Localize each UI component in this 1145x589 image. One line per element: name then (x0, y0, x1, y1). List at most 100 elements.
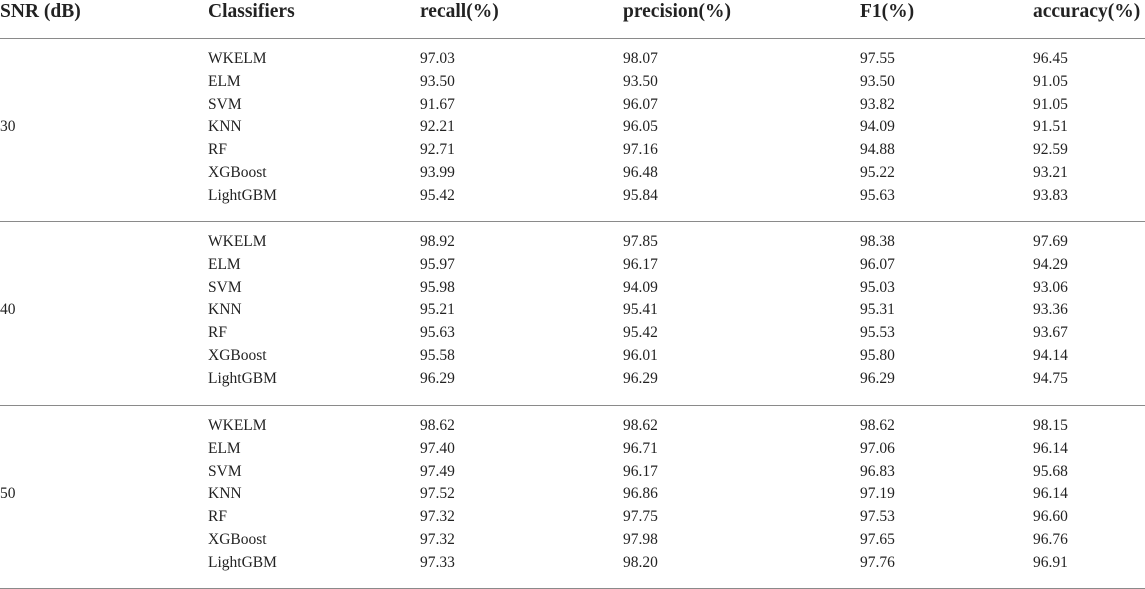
header-precision: precision(%) (623, 1, 731, 22)
accuracy-cell: 93.21 (1033, 164, 1068, 181)
classifier-cell: WKELM (208, 50, 267, 67)
recall-cell: 98.62 (420, 417, 455, 434)
header-f1: F1(%) (860, 1, 915, 22)
precision-cell: 96.71 (623, 439, 658, 457)
classifier-cell: XGBoost (208, 531, 267, 548)
classifier-cell: ELM (208, 439, 241, 457)
recall-cell: 93.50 (420, 72, 455, 90)
classifier-cell: XGBoost (208, 347, 267, 364)
accuracy-cell: 93.36 (1033, 301, 1068, 319)
classifier-cell: SVM (208, 278, 242, 296)
recall-cell: 97.33 (420, 553, 455, 571)
recall-cell: 98.92 (420, 233, 455, 250)
f1-cell: 97.76 (860, 553, 895, 571)
precision-cell: 96.48 (623, 164, 658, 181)
precision-cell: 95.41 (623, 301, 658, 319)
f1-cell: 93.82 (860, 95, 895, 113)
recall-cell: 97.03 (420, 50, 455, 67)
f1-cell: 93.50 (860, 72, 895, 90)
precision-cell: 98.62 (623, 417, 658, 434)
recall-cell: 97.40 (420, 439, 455, 457)
recall-cell: 95.58 (420, 347, 455, 364)
recall-cell: 96.29 (420, 369, 455, 387)
accuracy-cell: 91.51 (1033, 118, 1068, 136)
header-snr: SNR (dB) (0, 1, 81, 22)
f1-cell: 98.38 (860, 233, 895, 250)
recall-cell: 97.52 (420, 485, 455, 503)
header-recall: recall(%) (420, 1, 499, 22)
classifier-cell: XGBoost (208, 164, 267, 181)
accuracy-cell: 91.05 (1033, 95, 1068, 113)
precision-cell: 97.85 (623, 233, 658, 250)
classifier-cell: RF (208, 141, 227, 159)
precision-cell: 98.20 (623, 553, 658, 571)
accuracy-cell: 96.60 (1033, 508, 1068, 526)
f1-cell: 94.88 (860, 141, 895, 159)
classifier-cell: ELM (208, 255, 241, 273)
snr-label: 50 (0, 485, 16, 503)
classifier-cell: KNN (208, 118, 242, 136)
f1-cell: 95.22 (860, 164, 895, 181)
classifier-cell: SVM (208, 462, 242, 480)
group-rule (0, 405, 1145, 406)
precision-cell: 96.07 (623, 95, 658, 113)
classifier-cell: KNN (208, 485, 242, 503)
classifier-cell: RF (208, 508, 227, 526)
classifier-cell: LightGBM (208, 369, 277, 387)
f1-cell: 94.09 (860, 118, 895, 136)
precision-cell: 96.17 (623, 255, 658, 273)
precision-cell: 97.98 (623, 531, 658, 548)
f1-cell: 97.55 (860, 50, 895, 67)
accuracy-cell: 94.14 (1033, 347, 1068, 364)
accuracy-cell: 91.05 (1033, 72, 1068, 90)
precision-cell: 93.50 (623, 72, 658, 90)
accuracy-cell: 93.06 (1033, 278, 1068, 296)
accuracy-cell: 92.59 (1033, 141, 1068, 159)
accuracy-cell: 96.14 (1033, 485, 1068, 503)
snr-label: 40 (0, 301, 16, 319)
accuracy-cell: 96.45 (1033, 50, 1068, 67)
f1-cell: 97.19 (860, 485, 895, 503)
classifier-cell: WKELM (208, 233, 267, 250)
precision-cell: 96.86 (623, 485, 658, 503)
header-rule (0, 38, 1145, 39)
accuracy-cell: 93.83 (1033, 186, 1068, 204)
accuracy-cell: 96.76 (1033, 531, 1068, 548)
accuracy-cell: 95.68 (1033, 462, 1068, 480)
f1-cell: 97.06 (860, 439, 895, 457)
classifier-cell: LightGBM (208, 553, 277, 571)
accuracy-cell: 96.14 (1033, 439, 1068, 457)
f1-cell: 95.03 (860, 278, 895, 296)
accuracy-cell: 96.91 (1033, 553, 1068, 571)
f1-cell: 98.62 (860, 417, 895, 434)
f1-cell: 95.31 (860, 301, 895, 319)
header-accuracy: accuracy(%) (1033, 1, 1141, 22)
accuracy-cell: 94.75 (1033, 369, 1068, 387)
group-rule (0, 221, 1145, 222)
classifier-cell: RF (208, 324, 227, 342)
precision-cell: 96.01 (623, 347, 658, 364)
classifier-cell: KNN (208, 301, 242, 319)
classifier-cell: ELM (208, 72, 241, 90)
f1-cell: 96.83 (860, 462, 895, 480)
precision-cell: 96.05 (623, 118, 658, 136)
classifier-cell: SVM (208, 95, 242, 113)
recall-cell: 93.99 (420, 164, 455, 181)
recall-cell: 92.71 (420, 141, 455, 159)
accuracy-cell: 98.15 (1033, 417, 1068, 434)
recall-cell: 92.21 (420, 118, 455, 136)
f1-cell: 95.80 (860, 347, 895, 364)
recall-cell: 95.21 (420, 301, 455, 319)
precision-cell: 94.09 (623, 278, 658, 296)
precision-cell: 98.07 (623, 50, 658, 67)
f1-cell: 95.53 (860, 324, 895, 342)
recall-cell: 95.98 (420, 278, 455, 296)
f1-cell: 95.63 (860, 186, 895, 204)
recall-cell: 97.32 (420, 531, 455, 548)
header-classifiers: Classifiers (208, 1, 295, 22)
classifier-cell: WKELM (208, 417, 267, 434)
recall-cell: 91.67 (420, 95, 455, 113)
recall-cell: 97.32 (420, 508, 455, 526)
precision-cell: 96.29 (623, 369, 658, 387)
